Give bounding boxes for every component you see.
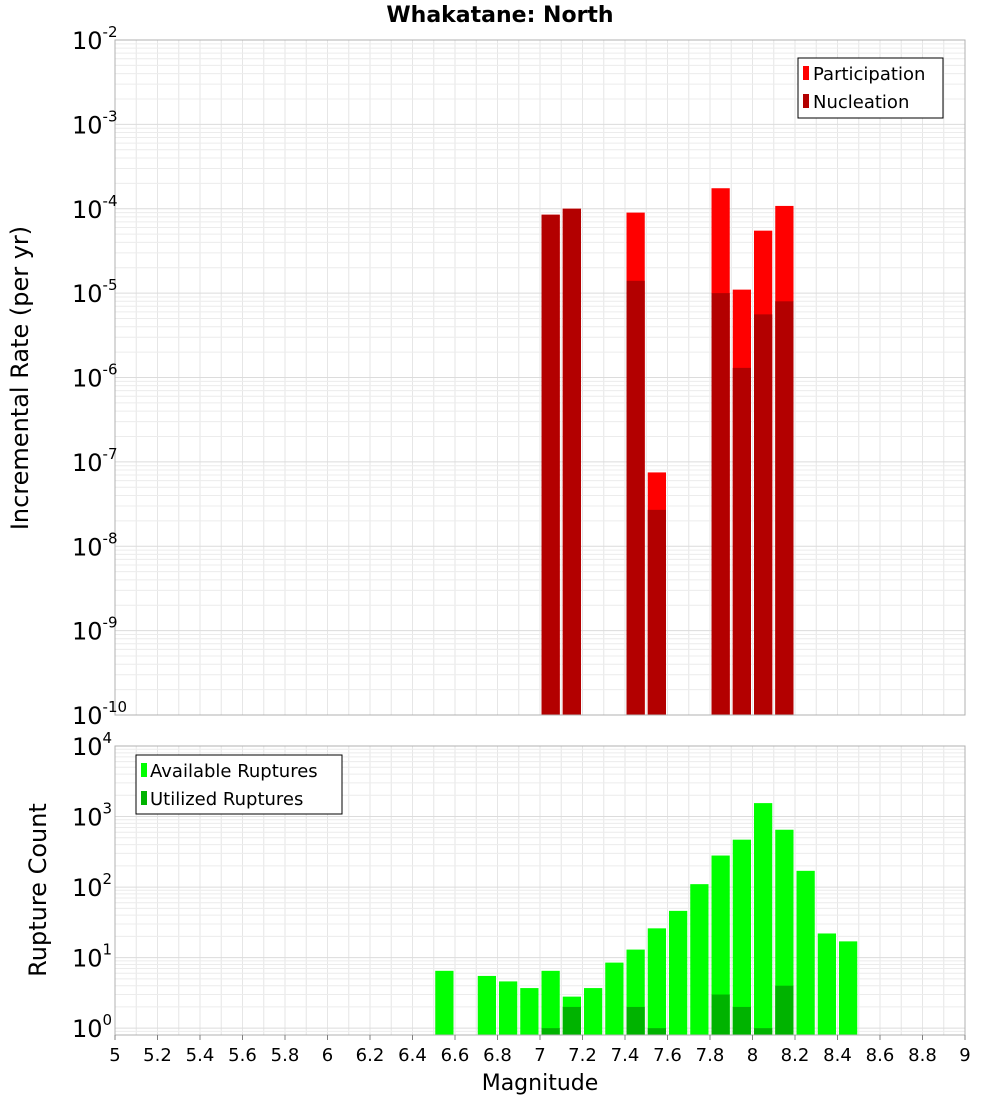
bottom-y-tick-label: 104 xyxy=(72,729,112,761)
bar-available-ruptures-7.55 xyxy=(647,928,666,1035)
bottom-legend-box xyxy=(135,754,343,815)
x-tick-label: 9 xyxy=(959,1045,970,1066)
x-tick-label: 7.6 xyxy=(653,1045,682,1066)
bar-nucleation-7.15 xyxy=(562,208,581,715)
bar-utilized-ruptures-7.15 xyxy=(562,1006,581,1035)
bar-utilized-ruptures-7.85 xyxy=(711,994,730,1035)
legend-swatch-utilized-ruptures xyxy=(141,791,147,805)
bar-available-ruptures-6.55 xyxy=(435,970,454,1035)
x-tick-label: 7.8 xyxy=(696,1045,725,1066)
bottom-chart-legend: Available Ruptures Utilized Ruptures xyxy=(135,754,343,815)
x-tick-label: 7.2 xyxy=(568,1045,597,1066)
x-tick-label: 8.4 xyxy=(823,1045,852,1066)
x-tick-label: 5.6 xyxy=(228,1045,257,1066)
top-legend-box xyxy=(797,57,944,119)
bar-nucleation-7.95 xyxy=(732,367,751,715)
top-y-tick-label: 10-9 xyxy=(72,614,118,646)
bar-nucleation-7.45 xyxy=(626,280,645,715)
bar-nucleation-8.05 xyxy=(754,314,773,715)
bottom-chart-x-ticks: 5 5.2 5.4 5.6 5.8 6 6.2 6.4 6.6 6.8 7 7.2 7.4 7.6 7.8 8… xyxy=(109,1035,971,1066)
legend-label-available-ruptures: Available Ruptures xyxy=(150,761,318,782)
bar-utilized-ruptures-7.05 xyxy=(541,1028,560,1035)
bar-nucleation-7.85 xyxy=(711,293,730,716)
bar-available-ruptures-7.95 xyxy=(732,839,751,1035)
bar-utilized-ruptures-8.15 xyxy=(775,985,794,1035)
legend-label-utilized-ruptures: Utilized Ruptures xyxy=(150,789,303,810)
top-y-tick-label: 10-10 xyxy=(72,698,127,730)
bottom-y-tick-label: 100 xyxy=(72,1011,112,1043)
legend-swatch-participation xyxy=(803,66,809,80)
top-chart-title: Whakatane: North xyxy=(386,3,613,28)
bar-available-ruptures-7.75 xyxy=(690,884,709,1035)
legend-label-participation: Participation xyxy=(813,64,925,85)
bar-available-ruptures-6.95 xyxy=(520,988,539,1035)
x-tick-label: 8 xyxy=(747,1045,758,1066)
bottom-chart-bars xyxy=(435,803,858,1035)
bottom-y-tick-label: 103 xyxy=(72,800,112,832)
bar-available-ruptures-6.85 xyxy=(499,981,518,1035)
x-tick-label: 8.6 xyxy=(866,1045,895,1066)
bar-available-ruptures-6.75 xyxy=(477,975,496,1035)
bar-available-ruptures-8.15 xyxy=(775,829,794,1035)
bottom-y-tick-label: 101 xyxy=(72,941,112,973)
bar-available-ruptures-8.45 xyxy=(839,941,858,1035)
x-tick-label: 5 xyxy=(109,1045,120,1066)
x-tick-label: 6.8 xyxy=(483,1045,512,1066)
bottom-y-tick-label: 102 xyxy=(72,870,112,902)
top-y-tick-label: 10-4 xyxy=(72,192,118,224)
top-chart-plot-frame xyxy=(114,39,966,716)
x-tick-label: 7 xyxy=(534,1045,545,1066)
top-chart-y-ticks: 10-10 10-9 10-8 10-7 10-6 10-5 10-4 10-3 10-2 xyxy=(72,23,127,730)
x-axis-label: Magnitude xyxy=(482,1071,599,1096)
legend-swatch-nucleation xyxy=(803,94,809,108)
bar-utilized-ruptures-7.45 xyxy=(626,1006,645,1035)
x-tick-label: 5.2 xyxy=(143,1045,172,1066)
top-y-tick-label: 10-7 xyxy=(72,445,118,477)
x-tick-label: 6 xyxy=(322,1045,333,1066)
top-y-tick-label: 10-6 xyxy=(72,361,118,393)
bar-available-ruptures-8.35 xyxy=(817,933,836,1035)
x-tick-label: 8.8 xyxy=(908,1045,937,1066)
bar-utilized-ruptures-7.95 xyxy=(732,1006,751,1035)
x-tick-label: 5.8 xyxy=(271,1045,300,1066)
top-y-tick-label: 10-3 xyxy=(72,107,118,139)
x-tick-label: 7.4 xyxy=(611,1045,640,1066)
bar-nucleation-7.05 xyxy=(541,214,560,715)
bar-nucleation-8.15 xyxy=(775,301,794,715)
bar-available-ruptures-8.05 xyxy=(754,803,773,1035)
bottom-chart-y-axis-label: Rupture Count xyxy=(24,803,52,977)
bar-available-ruptures-7.25 xyxy=(584,988,603,1035)
legend-swatch-available-ruptures xyxy=(141,763,147,777)
x-tick-label: 5.4 xyxy=(186,1045,215,1066)
top-chart-bars xyxy=(541,188,794,716)
bar-available-ruptures-7.85 xyxy=(711,855,730,1035)
legend-label-nucleation: Nucleation xyxy=(813,92,909,113)
bar-available-ruptures-7.05 xyxy=(541,970,560,1035)
x-tick-label: 6.6 xyxy=(441,1045,470,1066)
x-tick-label: 8.2 xyxy=(781,1045,810,1066)
bar-utilized-ruptures-8.05 xyxy=(754,1028,773,1035)
x-tick-label: 6.2 xyxy=(356,1045,385,1066)
x-tick-label: 6.4 xyxy=(398,1045,427,1066)
bar-available-ruptures-8.25 xyxy=(796,870,815,1035)
top-y-tick-label: 10-2 xyxy=(72,23,118,55)
top-y-tick-label: 10-8 xyxy=(72,529,118,561)
bar-nucleation-7.55 xyxy=(647,509,666,715)
top-chart-y-axis-label: Incremental Rate (per yr) xyxy=(6,226,34,530)
bar-utilized-ruptures-7.55 xyxy=(647,1028,666,1035)
top-y-tick-label: 10-5 xyxy=(72,276,118,308)
bar-available-ruptures-7.35 xyxy=(605,962,624,1035)
top-chart-grid xyxy=(114,40,966,716)
bar-available-ruptures-7.65 xyxy=(669,910,688,1035)
top-chart-legend: Participation Nucleation xyxy=(797,57,944,119)
bottom-chart-y-ticks: 100 101 102 103 104 xyxy=(72,729,112,1043)
